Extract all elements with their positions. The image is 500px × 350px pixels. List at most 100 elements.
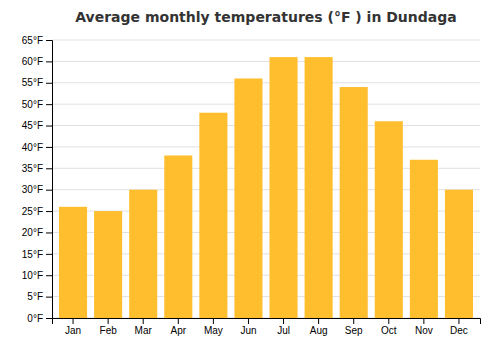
grid-line bbox=[52, 146, 480, 147]
x-tick-label: Mar bbox=[135, 325, 153, 336]
x-tick-label: Dec bbox=[450, 325, 468, 336]
x-tick-label: Jan bbox=[65, 325, 81, 336]
y-tick: 20°F bbox=[22, 227, 52, 238]
y-tick-label: 0°F bbox=[27, 313, 43, 324]
y-tick-mark bbox=[46, 232, 52, 233]
x-tick-mark bbox=[143, 318, 144, 324]
x-tick-mark bbox=[248, 318, 249, 324]
grid bbox=[52, 40, 480, 318]
y-tick-label: 35°F bbox=[22, 163, 43, 174]
y-tick-mark bbox=[46, 254, 52, 255]
y-tick: 25°F bbox=[22, 206, 52, 217]
y-tick-mark bbox=[46, 83, 52, 84]
y-tick-mark bbox=[46, 147, 52, 148]
chart-svg: 0°F 5°F 10°F 15°F 20°F 25°F 30°F 35°F 40°F 45°F 50… bbox=[0, 0, 500, 350]
y-tick: 35°F bbox=[22, 163, 52, 174]
title: Average monthly temperatures (°F ) in Du… bbox=[75, 9, 456, 25]
x-tick-label: Nov bbox=[415, 325, 433, 336]
y-tick: 45°F bbox=[22, 120, 52, 131]
y-axis-line bbox=[46, 41, 53, 319]
x-tick-label: Sep bbox=[345, 325, 363, 336]
bar bbox=[305, 57, 333, 318]
x-axis: Jan Feb Mar Apr May Jun Jul Aug Sep Oct Nov Dec bbox=[53, 318, 481, 336]
y-tick-mark bbox=[46, 275, 52, 276]
y-tick: 65°F bbox=[22, 35, 52, 46]
y-tick-mark bbox=[46, 126, 52, 127]
y-tick: 5°F bbox=[27, 291, 52, 302]
bar bbox=[199, 113, 227, 318]
bar bbox=[234, 78, 262, 318]
x-tick-mark bbox=[73, 318, 74, 324]
bar bbox=[340, 87, 368, 318]
bar bbox=[270, 57, 298, 318]
x-axis-line bbox=[53, 319, 481, 325]
bar bbox=[129, 190, 157, 318]
y-tick: 30°F bbox=[22, 184, 52, 195]
x-tick: Sep bbox=[345, 318, 363, 336]
x-tick-mark bbox=[423, 318, 424, 324]
bar bbox=[445, 190, 473, 318]
x-tick: Jan bbox=[65, 318, 81, 336]
y-tick-label: 5°F bbox=[27, 291, 43, 302]
x-tick-label: Feb bbox=[100, 325, 118, 336]
y-tick: 0°F bbox=[27, 313, 52, 324]
x-tick: Nov bbox=[415, 318, 433, 336]
y-tick-mark bbox=[46, 190, 52, 191]
grid-line bbox=[52, 82, 480, 83]
y-tick-label: 45°F bbox=[22, 120, 43, 131]
x-tick-mark bbox=[353, 318, 354, 324]
x-tick: Jun bbox=[240, 318, 256, 336]
y-tick-mark bbox=[46, 168, 52, 169]
grid-line bbox=[52, 104, 480, 105]
y-tick-label: 50°F bbox=[22, 99, 43, 110]
y-tick: 60°F bbox=[22, 56, 52, 67]
x-tick-mark bbox=[108, 318, 109, 324]
y-tick-label: 40°F bbox=[22, 142, 43, 153]
bar bbox=[59, 207, 87, 318]
x-tick-mark bbox=[213, 318, 214, 324]
x-tick-label: Oct bbox=[381, 325, 397, 336]
x-tick-label: Jun bbox=[240, 325, 256, 336]
x-tick-mark bbox=[458, 318, 459, 324]
x-tick-label: Jul bbox=[277, 325, 290, 336]
bar bbox=[164, 155, 192, 318]
x-tick: Oct bbox=[381, 318, 397, 336]
x-tick: Feb bbox=[100, 318, 118, 336]
x-tick-mark bbox=[318, 318, 319, 324]
y-tick-label: 20°F bbox=[22, 227, 43, 238]
chart-container: 0°F 5°F 10°F 15°F 20°F 25°F 30°F 35°F 40°F 45°F 50… bbox=[0, 0, 500, 350]
y-tick: 15°F bbox=[22, 249, 52, 260]
y-axis: 0°F 5°F 10°F 15°F 20°F 25°F 30°F 35°F 40°F 45°F 50… bbox=[22, 35, 53, 324]
x-tick: Aug bbox=[310, 318, 328, 336]
y-tick-label: 30°F bbox=[22, 184, 43, 195]
y-tick: 40°F bbox=[22, 142, 52, 153]
x-tick: Jul bbox=[277, 318, 290, 336]
y-tick-label: 15°F bbox=[22, 249, 43, 260]
grid-line bbox=[52, 40, 480, 41]
y-tick: 55°F bbox=[22, 77, 52, 88]
x-tick-mark bbox=[178, 318, 179, 324]
y-tick-mark bbox=[46, 104, 52, 105]
y-tick: 50°F bbox=[22, 99, 52, 110]
x-tick: Apr bbox=[171, 318, 187, 336]
bar bbox=[94, 211, 122, 318]
y-tick-mark bbox=[46, 211, 52, 212]
y-tick-mark bbox=[46, 40, 52, 41]
x-tick: Mar bbox=[135, 318, 153, 336]
y-tick-label: 25°F bbox=[22, 206, 43, 217]
x-tick-label: Aug bbox=[310, 325, 328, 336]
plot-area: 0°F 5°F 10°F 15°F 20°F 25°F 30°F 35°F 40°F 45°F 50… bbox=[22, 35, 481, 336]
grid-line bbox=[52, 61, 480, 62]
x-tick-label: May bbox=[204, 325, 223, 336]
x-tick-mark bbox=[388, 318, 389, 324]
y-tick-mark bbox=[46, 318, 52, 319]
y-tick-label: 65°F bbox=[22, 35, 43, 46]
x-tick-mark bbox=[283, 318, 284, 324]
x-tick: Dec bbox=[450, 318, 468, 336]
grid-line bbox=[52, 125, 480, 126]
y-tick-label: 55°F bbox=[22, 77, 43, 88]
bars bbox=[59, 57, 473, 318]
y-tick: 10°F bbox=[22, 270, 52, 281]
y-tick-mark bbox=[46, 297, 52, 298]
bar bbox=[410, 160, 438, 318]
